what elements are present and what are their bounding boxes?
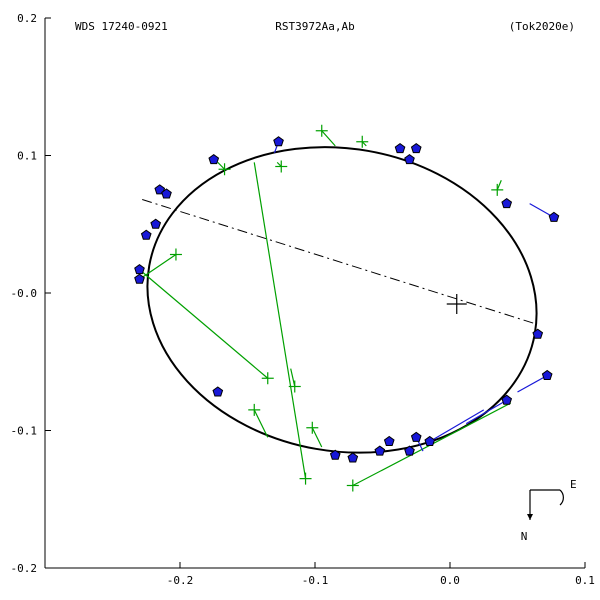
orbit-plot: -0.2 -0.1 0.0 0.1 -0.2 -0.1 -0.0 0.1 0.2 WDS 1724…	[0, 0, 600, 600]
title-center: RST3972Aa,Ab	[275, 20, 354, 33]
title-right: (Tok2020e)	[509, 20, 575, 33]
x-tick-label: 0.0	[440, 574, 460, 587]
x-tick-label: 0.1	[575, 574, 595, 587]
y-tick-label: 0.2	[17, 12, 37, 25]
compass-e-label: E	[570, 478, 577, 491]
y-tick-label: -0.2	[11, 562, 38, 575]
compass-n-label: N	[521, 530, 528, 543]
x-tick-label: -0.2	[167, 574, 194, 587]
y-tick-label: 0.1	[17, 150, 37, 163]
title-left: WDS 17240-0921	[75, 20, 168, 33]
y-tick-label: -0.0	[11, 287, 38, 300]
y-tick-label: -0.1	[11, 425, 38, 438]
x-tick-label: -0.1	[302, 574, 329, 587]
